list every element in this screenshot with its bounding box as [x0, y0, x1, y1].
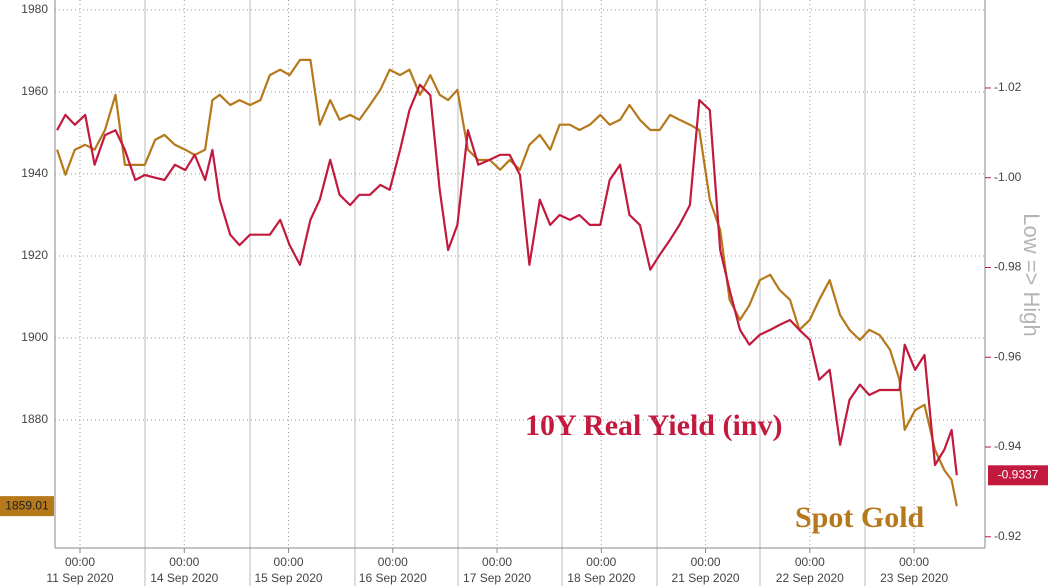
series-line	[56, 58, 958, 507]
y2-tick-label: -1.02	[994, 80, 1022, 94]
x-tick-label: 21 Sep 2020	[672, 571, 740, 585]
x-tick-time: 00:00	[482, 555, 512, 569]
y-tick-label: 1980	[21, 2, 48, 16]
y2-tick-label: -0.96	[994, 349, 1022, 363]
last-value-label: 1859.01	[5, 498, 49, 512]
x-tick-time: 00:00	[65, 555, 95, 569]
y2-tick-label: -0.98	[994, 260, 1022, 274]
y2-tick-label: -0.94	[994, 439, 1022, 453]
x-tick-label: 15 Sep 2020	[255, 571, 323, 585]
y-tick-label: 1880	[21, 412, 48, 426]
y-tick-label: 1900	[21, 330, 48, 344]
y2-axis-label: Low => High	[1019, 213, 1044, 337]
y2-tick-label: -0.92	[994, 529, 1022, 543]
x-tick-time: 00:00	[378, 555, 408, 569]
x-tick-time: 00:00	[691, 555, 721, 569]
last-value-label: -0.9337	[998, 467, 1039, 481]
y-tick-label: 1940	[21, 166, 48, 180]
x-tick-label: 17 Sep 2020	[463, 571, 531, 585]
x-tick-label: 22 Sep 2020	[776, 571, 844, 585]
x-tick-time: 00:00	[586, 555, 616, 569]
x-tick-time: 00:00	[795, 555, 825, 569]
series-annotation: 10Y Real Yield (inv)	[525, 409, 782, 442]
y-tick-label: 1920	[21, 248, 48, 262]
y-tick-label: 1960	[21, 84, 48, 98]
x-tick-label: 16 Sep 2020	[359, 571, 427, 585]
y2-tick-label: -1.00	[994, 170, 1022, 184]
x-tick-label: 23 Sep 2020	[880, 571, 948, 585]
last-value-tag	[988, 465, 1048, 486]
x-tick-label: 18 Sep 2020	[567, 571, 635, 585]
series-annotation: Spot Gold	[795, 501, 925, 534]
x-tick-time: 00:00	[274, 555, 304, 569]
last-value-tag	[0, 496, 54, 517]
x-tick-label: 14 Sep 2020	[150, 571, 218, 585]
x-tick-time: 00:00	[899, 555, 929, 569]
series-line	[56, 83, 958, 476]
x-tick-label: 11 Sep 2020	[46, 571, 113, 585]
x-tick-time: 00:00	[169, 555, 199, 569]
